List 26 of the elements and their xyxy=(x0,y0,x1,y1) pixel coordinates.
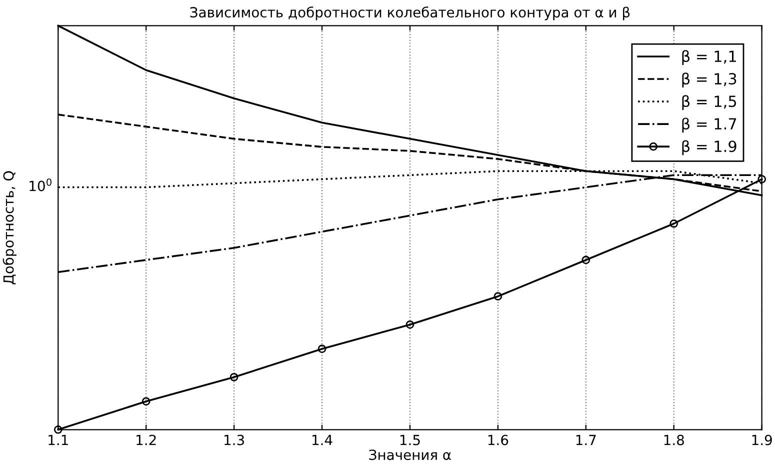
point xyxy=(670,219,678,228)
legend-label: β = 1,1 xyxy=(682,50,736,66)
legend-label: β = 1.7 xyxy=(682,118,736,133)
x-tick-label: 1.3 xyxy=(224,434,244,446)
legend-label: β = 1.9 xyxy=(682,140,736,156)
point xyxy=(582,256,590,264)
x-tick-label: 1.6 xyxy=(488,434,508,446)
annotation: 10$^{0}$ xyxy=(30,178,52,192)
legend-label: β = 1,5 xyxy=(682,95,736,110)
x-tick-label: 1.5 xyxy=(400,434,420,446)
point xyxy=(318,344,326,354)
x-tick-label: 1.4 xyxy=(312,434,332,446)
x-tick-label: 1.7 xyxy=(576,434,596,446)
x-axis-title: Значения α xyxy=(369,450,451,460)
x-tick-label: 1.9 xyxy=(752,434,772,446)
x-tick-label: 1.1 xyxy=(48,434,68,446)
point xyxy=(142,397,150,406)
y-axis-title: Добротность, Q xyxy=(2,171,16,284)
point xyxy=(230,372,238,382)
legend-label: β = 1,3 xyxy=(682,72,736,88)
x-tick-label: 1.2 xyxy=(136,434,156,446)
x-tick-label: 1.8 xyxy=(664,434,684,446)
point xyxy=(758,175,766,184)
chart-title: Зависимость добротности колебательного контура от α и β xyxy=(190,6,630,20)
point xyxy=(406,320,414,329)
point xyxy=(494,292,502,300)
